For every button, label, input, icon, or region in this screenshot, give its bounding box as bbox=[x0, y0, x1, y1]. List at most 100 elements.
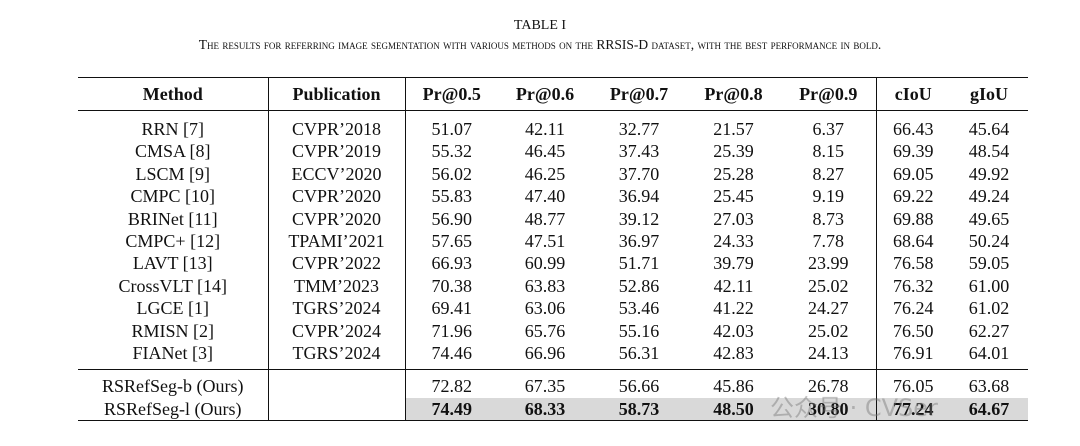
table-cell: 24.33 bbox=[713, 231, 754, 252]
table-cell: 66.43 bbox=[893, 119, 934, 139]
table-cell: 39.79 bbox=[713, 253, 754, 274]
table-cell: 57.65 bbox=[431, 231, 473, 252]
table-cell: 59.05 bbox=[968, 253, 1010, 274]
table-cell: 30.80 bbox=[781, 397, 877, 422]
table-cell: 76.32 bbox=[893, 275, 934, 296]
table-cell: 55.16 bbox=[618, 320, 660, 341]
table-cell: 39.12 bbox=[618, 208, 660, 229]
table-cell: 70.38 bbox=[431, 275, 473, 296]
table-cell: 69.88 bbox=[893, 208, 934, 229]
table-cell: 68.64 bbox=[893, 231, 934, 252]
table-cell: 50.24 bbox=[968, 231, 1010, 252]
table-cell: 25.28 bbox=[713, 163, 754, 184]
header-cell: Publication bbox=[268, 77, 406, 111]
table-cell: CVPR’2018 bbox=[268, 110, 406, 141]
table-cell: 65.76 bbox=[524, 320, 566, 341]
table-row: RMISN [2] CVPR’2024 71.96 65.76 55.16 42.03 25… bbox=[78, 319, 1028, 343]
table-cell: 60.99 bbox=[524, 253, 566, 274]
table-cell: 53.46 bbox=[618, 298, 660, 319]
table-cell: 21.57 bbox=[713, 119, 754, 139]
table-cell: 49.65 bbox=[968, 208, 1010, 229]
header-cell: Pr@0.9 bbox=[781, 77, 877, 111]
table-cell: 8.73 bbox=[781, 207, 877, 231]
table-cell: TMM’2023 bbox=[268, 274, 406, 298]
table-row: RRN [7] CVPR’2018 51.07 42.11 32.77 21.57 6.37… bbox=[78, 110, 1028, 141]
table-cell: 74.46 bbox=[405, 342, 498, 371]
table-cell: 46.25 bbox=[524, 163, 566, 184]
table-row: CMPC [10] CVPR’2020 55.83 47.40 36.94 25.45 9.… bbox=[78, 185, 1028, 208]
header-cell: Pr@0.6 bbox=[498, 77, 592, 111]
table-cell: 63.68 bbox=[968, 376, 1010, 397]
table-cell: 69.05 bbox=[893, 163, 934, 184]
table-cell: 9.19 bbox=[781, 185, 877, 208]
method-cell: RSRefSeg-b (Ours) bbox=[78, 369, 269, 398]
table-cell: 45.86 bbox=[713, 376, 754, 397]
table-row: CrossVLT [14] TMM’2023 70.38 63.83 52.86 42.1… bbox=[78, 274, 1028, 298]
table-row: LAVT [13] CVPR’2022 66.93 60.99 51.71 39.79 23… bbox=[78, 252, 1028, 275]
table-cell: 42.83 bbox=[686, 342, 781, 371]
table-cell: 7.78 bbox=[781, 230, 877, 253]
table-cell: 62.27 bbox=[968, 320, 1010, 341]
table-cell: 8.15 bbox=[781, 140, 877, 163]
table-row: RSRefSeg-b (Ours) 72.82 67.35 56.66 45.86 26.… bbox=[78, 369, 1028, 398]
table-cell: 76.50 bbox=[893, 320, 934, 341]
watermark: 公众号 · CVSer bbox=[770, 394, 938, 422]
header-cell: Pr@0.8 bbox=[686, 77, 781, 111]
table-cell: 51.71 bbox=[618, 253, 660, 274]
table-cell: 42.03 bbox=[713, 320, 754, 341]
table-cell: 76.58 bbox=[893, 253, 934, 274]
table-cell: 25.39 bbox=[713, 141, 754, 162]
table-cell: 24.13 bbox=[781, 342, 877, 371]
table-cell: 72.82 bbox=[431, 376, 473, 397]
table-cell: 41.22 bbox=[713, 298, 754, 319]
table-cell: 61.00 bbox=[968, 275, 1010, 296]
table-cell: 63.83 bbox=[524, 275, 566, 296]
table-cell: 48.77 bbox=[524, 208, 566, 229]
table-cell: 71.96 bbox=[431, 320, 473, 341]
empty-cell bbox=[268, 369, 406, 398]
table-cell: CVPR’2024 bbox=[268, 319, 406, 343]
table-cell: 23.99 bbox=[781, 252, 877, 275]
table-row: CMPC+ [12] TPAMI’2021 57.65 47.51 36.97 24.33… bbox=[78, 230, 1028, 253]
table-cell: TPAMI’2021 bbox=[268, 230, 406, 253]
table-cell: 74.49 bbox=[405, 397, 498, 422]
table-cell: CVPR’2019 bbox=[268, 140, 406, 163]
header-cell: Method bbox=[78, 77, 269, 111]
table-cell: RMISN [2] bbox=[78, 319, 269, 343]
table-row: BRINet [11] CVPR’2020 56.90 48.77 39.12 27.03… bbox=[78, 207, 1028, 231]
table-cell: 48.54 bbox=[968, 141, 1010, 162]
table-cell: 24.27 bbox=[781, 297, 877, 320]
table-cell: CMPC [10] bbox=[78, 185, 269, 208]
table-cell: 52.86 bbox=[618, 275, 660, 296]
table-cell: LGCE [1] bbox=[78, 297, 269, 320]
table-cell: 76.05 bbox=[893, 376, 934, 397]
table-cell: 36.97 bbox=[618, 231, 660, 252]
table-body: RRN [7] CVPR’2018 51.07 42.11 32.77 21.57 6.37… bbox=[78, 110, 1028, 422]
header-cell: gIoU bbox=[950, 77, 1028, 111]
table-cell: 26.78 bbox=[781, 369, 877, 398]
table-cell: 36.94 bbox=[618, 186, 660, 207]
table-cell: 77.24 bbox=[876, 397, 950, 422]
table-title: TABLE I bbox=[513, 18, 567, 33]
table-cell: 8.27 bbox=[781, 162, 877, 186]
table-row: FIANet [3] TGRS’2024 74.46 66.96 56.31 42.83 2… bbox=[78, 342, 1028, 371]
table-cell: 49.92 bbox=[968, 163, 1010, 184]
method-cell: RSRefSeg-l (Ours) bbox=[78, 397, 269, 422]
table-cell: 56.66 bbox=[618, 376, 660, 397]
table-caption: The results for referring image segmenta… bbox=[198, 37, 882, 52]
table-cell: TGRS’2024 bbox=[268, 297, 406, 320]
table-cell: 68.33 bbox=[498, 397, 592, 422]
table-cell: 69.39 bbox=[893, 141, 934, 162]
table-cell: 58.73 bbox=[592, 397, 686, 422]
table-cell: 55.83 bbox=[431, 186, 473, 207]
table-cell: CMPC+ [12] bbox=[78, 230, 269, 253]
table-cell: 69.22 bbox=[893, 186, 934, 207]
table-cell: 45.64 bbox=[968, 119, 1010, 139]
table-cell: 32.77 bbox=[618, 119, 660, 139]
table-cell: 55.32 bbox=[431, 141, 473, 162]
table-cell: 37.43 bbox=[618, 141, 660, 162]
table-cell: CrossVLT [14] bbox=[78, 274, 269, 298]
table-cell: 47.40 bbox=[524, 186, 566, 207]
table-cell: LAVT [13] bbox=[78, 252, 269, 275]
